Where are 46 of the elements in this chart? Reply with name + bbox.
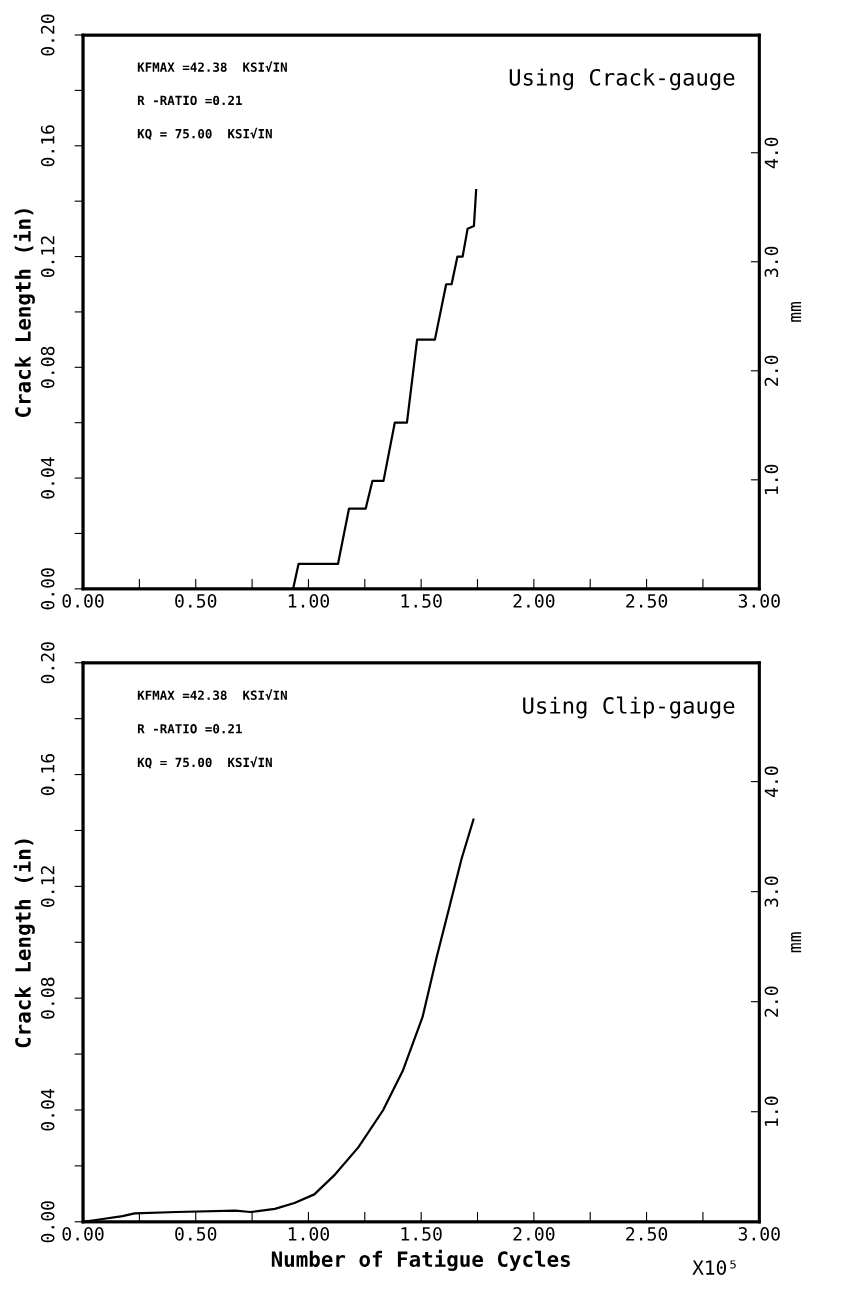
text: Using Clip-gauge [523,696,735,719]
x-tick-label: 0.50 [175,594,217,608]
y-tick-label: 0.12 [40,236,55,278]
x-axis-title: Number of Fatigue Cycles [271,1249,570,1271]
y-tick-label: 0.16 [40,754,55,796]
text: X10⁵ [692,1260,736,1275]
y-tick-label: 0.08 [40,977,55,1019]
y-tick-label: 0.16 [40,125,55,167]
x-tick-label: 1.00 [288,1227,330,1241]
y-tick-label: 0.04 [40,1089,55,1131]
annotation: KQ = 75.00 KSI√IN [137,756,272,769]
x-tick-label: 3.00 [738,594,780,608]
annotation: R -RATIO =0.21 [137,724,242,734]
x-tick-label: 2.00 [513,1227,555,1241]
x-tick-label: 2.50 [626,594,668,608]
y2-tick-label: 3.0 [764,876,779,907]
annotation: KFMAX =42.38 KSI√IN [137,689,287,700]
annotation: KFMAX =42.38 KSI√IN [137,61,287,72]
y2-tick-label: 4.0 [764,137,779,169]
y2-tick-label: 1.0 [764,464,779,494]
y2-tick-label: 1.0 [764,1096,779,1126]
x-tick-label: 2.50 [626,1227,668,1241]
x-tick-label: 0.00 [62,1227,104,1241]
x-tick-label: 2.00 [513,594,555,608]
x-tick-label: 1.00 [288,594,330,608]
x-tick-label: 0.00 [62,594,104,608]
y2-tick-label: 2.0 [764,355,779,386]
y-tick-label: 0.20 [40,642,55,684]
x-tick-label: 1.50 [401,594,442,608]
y2-axis-title: mm [790,301,802,322]
y-axis-title: Crack Length (in) [13,839,35,1048]
annotation: R -RATIO =0.21 [137,95,242,106]
y2-tick-label: 4.0 [764,766,779,798]
x-tick-label: 3.00 [738,1227,780,1241]
y-tick-label: 0.04 [40,457,55,499]
x-tick-label: 1.50 [401,1227,442,1241]
y-tick-label: 0.12 [40,866,55,907]
text: Using Crack-gauge [509,68,735,91]
y2-tick-label: 2.0 [764,986,779,1017]
y2-axis-title: mm [790,932,802,953]
x-tick-label: 0.50 [175,1227,217,1241]
y-tick-label: 0.20 [40,14,55,56]
y-axis-title: Crack Length (in) [13,209,35,417]
annotation: KQ = 75.00 KSI√IN [137,127,272,140]
y-tick-label: 0.08 [40,346,55,388]
y2-tick-label: 3.0 [764,246,779,277]
